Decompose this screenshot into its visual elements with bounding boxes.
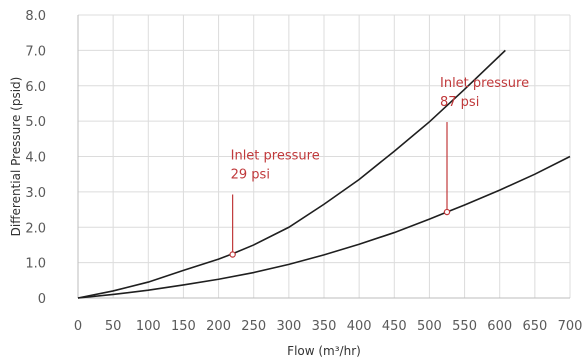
series-line-2 bbox=[77, 155, 571, 299]
x-axis-title: Flow (m³/hr) bbox=[287, 344, 361, 358]
series-line-1 bbox=[77, 49, 506, 299]
y-tick-label: 4.0 bbox=[25, 151, 46, 166]
x-tick-label: 0 bbox=[74, 319, 82, 334]
y-tick-label: 7.0 bbox=[25, 44, 46, 59]
y-tick-label: 8.0 bbox=[25, 9, 46, 24]
x-tick-label: 150 bbox=[171, 319, 196, 334]
x-tick-label: 600 bbox=[487, 319, 512, 334]
annotation-label-line2: 29 psi bbox=[231, 167, 270, 182]
annotation-label-line2: 87 psi bbox=[440, 95, 479, 110]
y-axis-title: Differential Pressure (psid) bbox=[9, 77, 23, 237]
y-tick-label: 3.0 bbox=[25, 186, 46, 201]
axes: 0 50 100 150 200 250 300 350 400 450 500 550 600 650 7… bbox=[25, 9, 582, 334]
y-tick-label: 6.0 bbox=[25, 80, 46, 95]
x-tick-label: 650 bbox=[522, 319, 547, 334]
y-tick-label: 0 bbox=[38, 292, 46, 307]
x-tick-label: 400 bbox=[347, 319, 372, 334]
x-tick-label: 350 bbox=[312, 319, 337, 334]
annotation-label-line1: Inlet pressure bbox=[231, 148, 320, 163]
x-tick-label: 450 bbox=[382, 319, 407, 334]
grid bbox=[77, 14, 571, 299]
x-tick-label: 300 bbox=[276, 319, 301, 334]
annotation-marker bbox=[443, 208, 451, 216]
x-tick-label: 200 bbox=[206, 319, 231, 334]
y-tick-label: 1.0 bbox=[25, 257, 46, 272]
annotation-label-line1: Inlet pressure bbox=[440, 76, 529, 91]
x-tick-label: 100 bbox=[136, 319, 161, 334]
x-tick-label: 550 bbox=[452, 319, 477, 334]
y-tick-label: 2.0 bbox=[25, 221, 46, 236]
annotations: Inlet pressure 29 psi Inlet pressure 87 psi bbox=[229, 76, 529, 258]
annotation-marker bbox=[229, 251, 236, 258]
series bbox=[77, 49, 571, 299]
x-tick-label: 700 bbox=[558, 319, 583, 334]
y-tick-label: 5.0 bbox=[25, 115, 46, 130]
x-tick-label: 500 bbox=[417, 319, 442, 334]
x-tick-label: 250 bbox=[241, 319, 266, 334]
x-tick-label: 50 bbox=[105, 319, 122, 334]
